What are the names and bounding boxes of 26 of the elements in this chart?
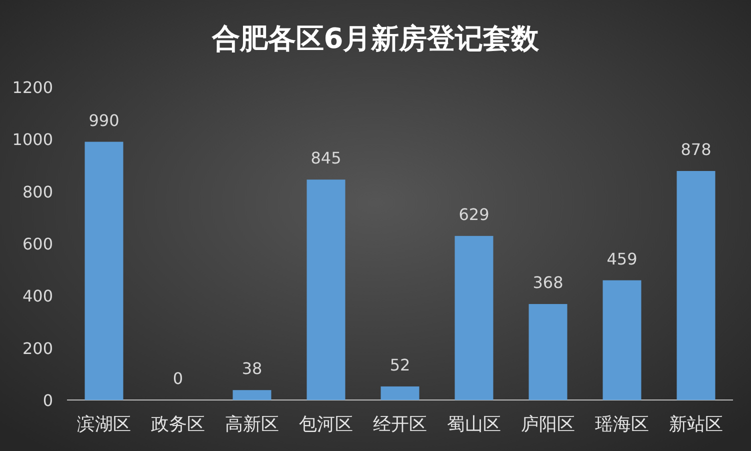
y-tick-label: 1200 xyxy=(12,78,53,97)
x-tick-label: 蜀山区 xyxy=(447,414,501,435)
y-tick-label: 600 xyxy=(22,234,53,254)
x-tick-label: 瑶海区 xyxy=(595,414,649,435)
y-tick-label: 800 xyxy=(22,182,53,202)
data-label: 629 xyxy=(458,204,490,224)
y-tick-label: 200 xyxy=(22,338,53,358)
data-label: 878 xyxy=(680,140,712,159)
x-tick-label: 新站区 xyxy=(669,414,723,435)
x-tick-label: 经开区 xyxy=(373,414,427,435)
data-label: 38 xyxy=(242,359,262,378)
x-tick-label: 政务区 xyxy=(151,414,205,435)
data-label: 0 xyxy=(172,369,184,388)
chart-title: 合肥各区6月新房登记套数 xyxy=(210,22,540,55)
y-tick-label: 400 xyxy=(22,286,53,306)
x-tick-label: 庐阳区 xyxy=(521,414,575,435)
data-label: 990 xyxy=(88,110,120,130)
data-label: 845 xyxy=(310,148,342,168)
x-tick-label: 包河区 xyxy=(299,414,353,435)
data-label: 368 xyxy=(532,273,564,292)
data-label: 459 xyxy=(606,249,638,268)
x-tick-label: 滨湖区 xyxy=(77,414,131,435)
y-tick-label: 1000 xyxy=(12,130,53,150)
data-label: 52 xyxy=(390,355,410,374)
x-tick-label: 高新区 xyxy=(225,414,279,435)
y-tick-label: 0 xyxy=(42,391,53,410)
